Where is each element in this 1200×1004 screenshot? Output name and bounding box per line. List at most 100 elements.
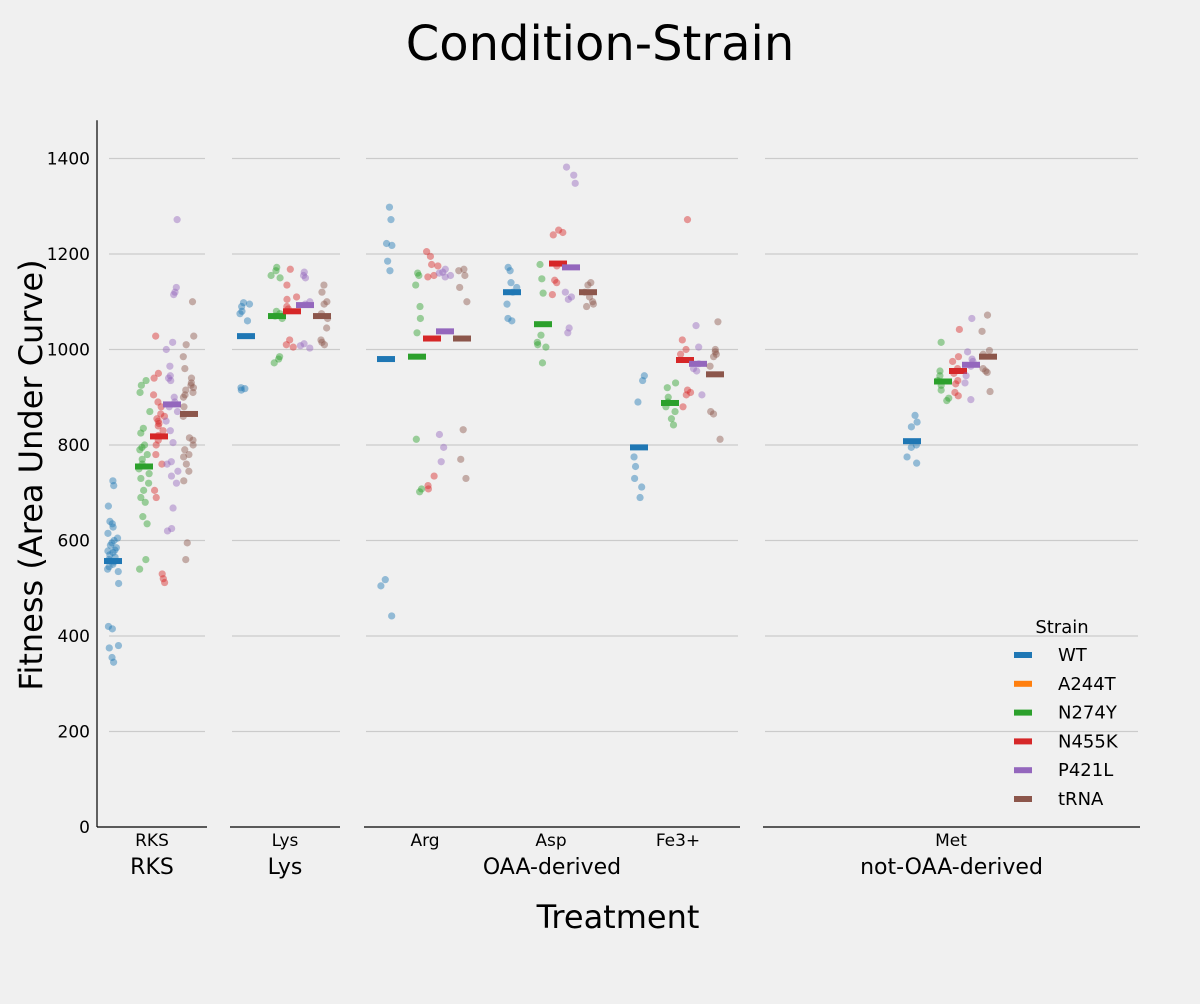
- data-point: [110, 481, 118, 490]
- series-lys-wt: [236, 299, 255, 394]
- data-point: [236, 310, 244, 318]
- data-point: [299, 271, 308, 280]
- data-point: [638, 483, 646, 491]
- data-point: [136, 446, 144, 454]
- data-point: [152, 493, 160, 502]
- data-point: [166, 372, 174, 380]
- data-point: [582, 302, 591, 311]
- data-point: [985, 346, 994, 355]
- data-point: [136, 388, 144, 397]
- data-point: [152, 332, 160, 340]
- data-point: [167, 472, 176, 480]
- data-point: [562, 163, 571, 171]
- mean-marker: [313, 313, 331, 320]
- mean-marker: [706, 371, 724, 378]
- data-point: [185, 467, 193, 475]
- data-point: [112, 544, 120, 552]
- data-point: [105, 563, 113, 571]
- series-rks-trna: [179, 298, 198, 564]
- panel-not-oaa-derived: Met not-OAA-derived: [763, 826, 1140, 880]
- data-point: [413, 329, 421, 337]
- data-point: [286, 265, 294, 273]
- data-point: [320, 341, 329, 349]
- data-point: [306, 344, 314, 352]
- data-point: [951, 388, 959, 397]
- data-point: [273, 263, 281, 271]
- data-point: [114, 641, 123, 650]
- data-point: [682, 391, 690, 399]
- data-point: [457, 455, 465, 463]
- data-point: [967, 396, 975, 404]
- data-point: [113, 534, 122, 542]
- legend-entry-n274y: N274Y: [1014, 703, 1118, 724]
- data-point: [320, 300, 328, 308]
- grid-lines: [109, 157, 1138, 733]
- data-point: [587, 279, 595, 287]
- data-point: [243, 317, 252, 325]
- data-point: [185, 450, 193, 459]
- y-tick-label: 800: [58, 436, 90, 456]
- data-point: [553, 279, 561, 287]
- data-point: [181, 446, 189, 454]
- data-point: [182, 460, 190, 468]
- x-tick-label: Asp: [535, 831, 566, 851]
- x-tick-label: Met: [935, 831, 967, 851]
- data-point: [412, 281, 420, 289]
- legend-entry-wt: WT: [1014, 645, 1088, 666]
- data-point: [169, 338, 177, 346]
- data-point: [437, 458, 445, 466]
- mean-marker: [903, 438, 921, 445]
- legend-entry-n455k: N455K: [1014, 731, 1119, 752]
- data-point: [434, 262, 442, 270]
- data-point: [589, 300, 597, 308]
- data-point: [104, 547, 112, 555]
- data-point: [276, 274, 284, 282]
- data-point: [695, 343, 703, 351]
- legend-swatch: [1014, 738, 1032, 745]
- group-label: RKS: [130, 855, 174, 880]
- data-point: [548, 290, 556, 299]
- x-tick-label: RKS: [135, 831, 169, 851]
- data-point: [114, 567, 122, 576]
- data-point: [164, 374, 173, 382]
- series-lys-trna: [313, 281, 332, 349]
- data-point: [182, 341, 190, 349]
- mean-marker: [436, 328, 454, 335]
- data-point: [109, 548, 117, 557]
- mean-marker: [377, 356, 395, 363]
- data-point: [414, 269, 422, 277]
- data-point: [158, 460, 166, 468]
- series-lys-n455k: [282, 265, 301, 351]
- data-point: [565, 324, 573, 332]
- data-point: [584, 281, 592, 289]
- data-point: [589, 298, 597, 306]
- data-point: [283, 281, 291, 289]
- mean-marker: [423, 335, 441, 342]
- data-point: [503, 300, 511, 308]
- data-point: [423, 248, 431, 256]
- data-point: [170, 393, 178, 401]
- data-point: [150, 486, 159, 494]
- data-point: [385, 203, 394, 211]
- data-point: [676, 350, 685, 358]
- data-point: [292, 293, 301, 301]
- data-point: [180, 453, 188, 461]
- data-point: [706, 362, 714, 370]
- legend-label: N455K: [1058, 731, 1119, 752]
- data-point: [388, 241, 396, 250]
- data-point: [678, 336, 686, 344]
- data-point: [104, 565, 112, 573]
- data-point: [968, 355, 976, 363]
- data-point: [108, 520, 116, 528]
- data-point: [913, 459, 921, 467]
- data-point: [169, 439, 177, 447]
- series-met-p421l: [961, 314, 980, 404]
- data-point: [979, 365, 987, 373]
- data-point: [189, 441, 197, 449]
- data-point: [170, 290, 178, 299]
- series-arg-wt: [377, 203, 396, 620]
- data-point: [149, 391, 158, 399]
- data-point: [506, 267, 514, 275]
- series-fe3-n274y: [661, 379, 680, 429]
